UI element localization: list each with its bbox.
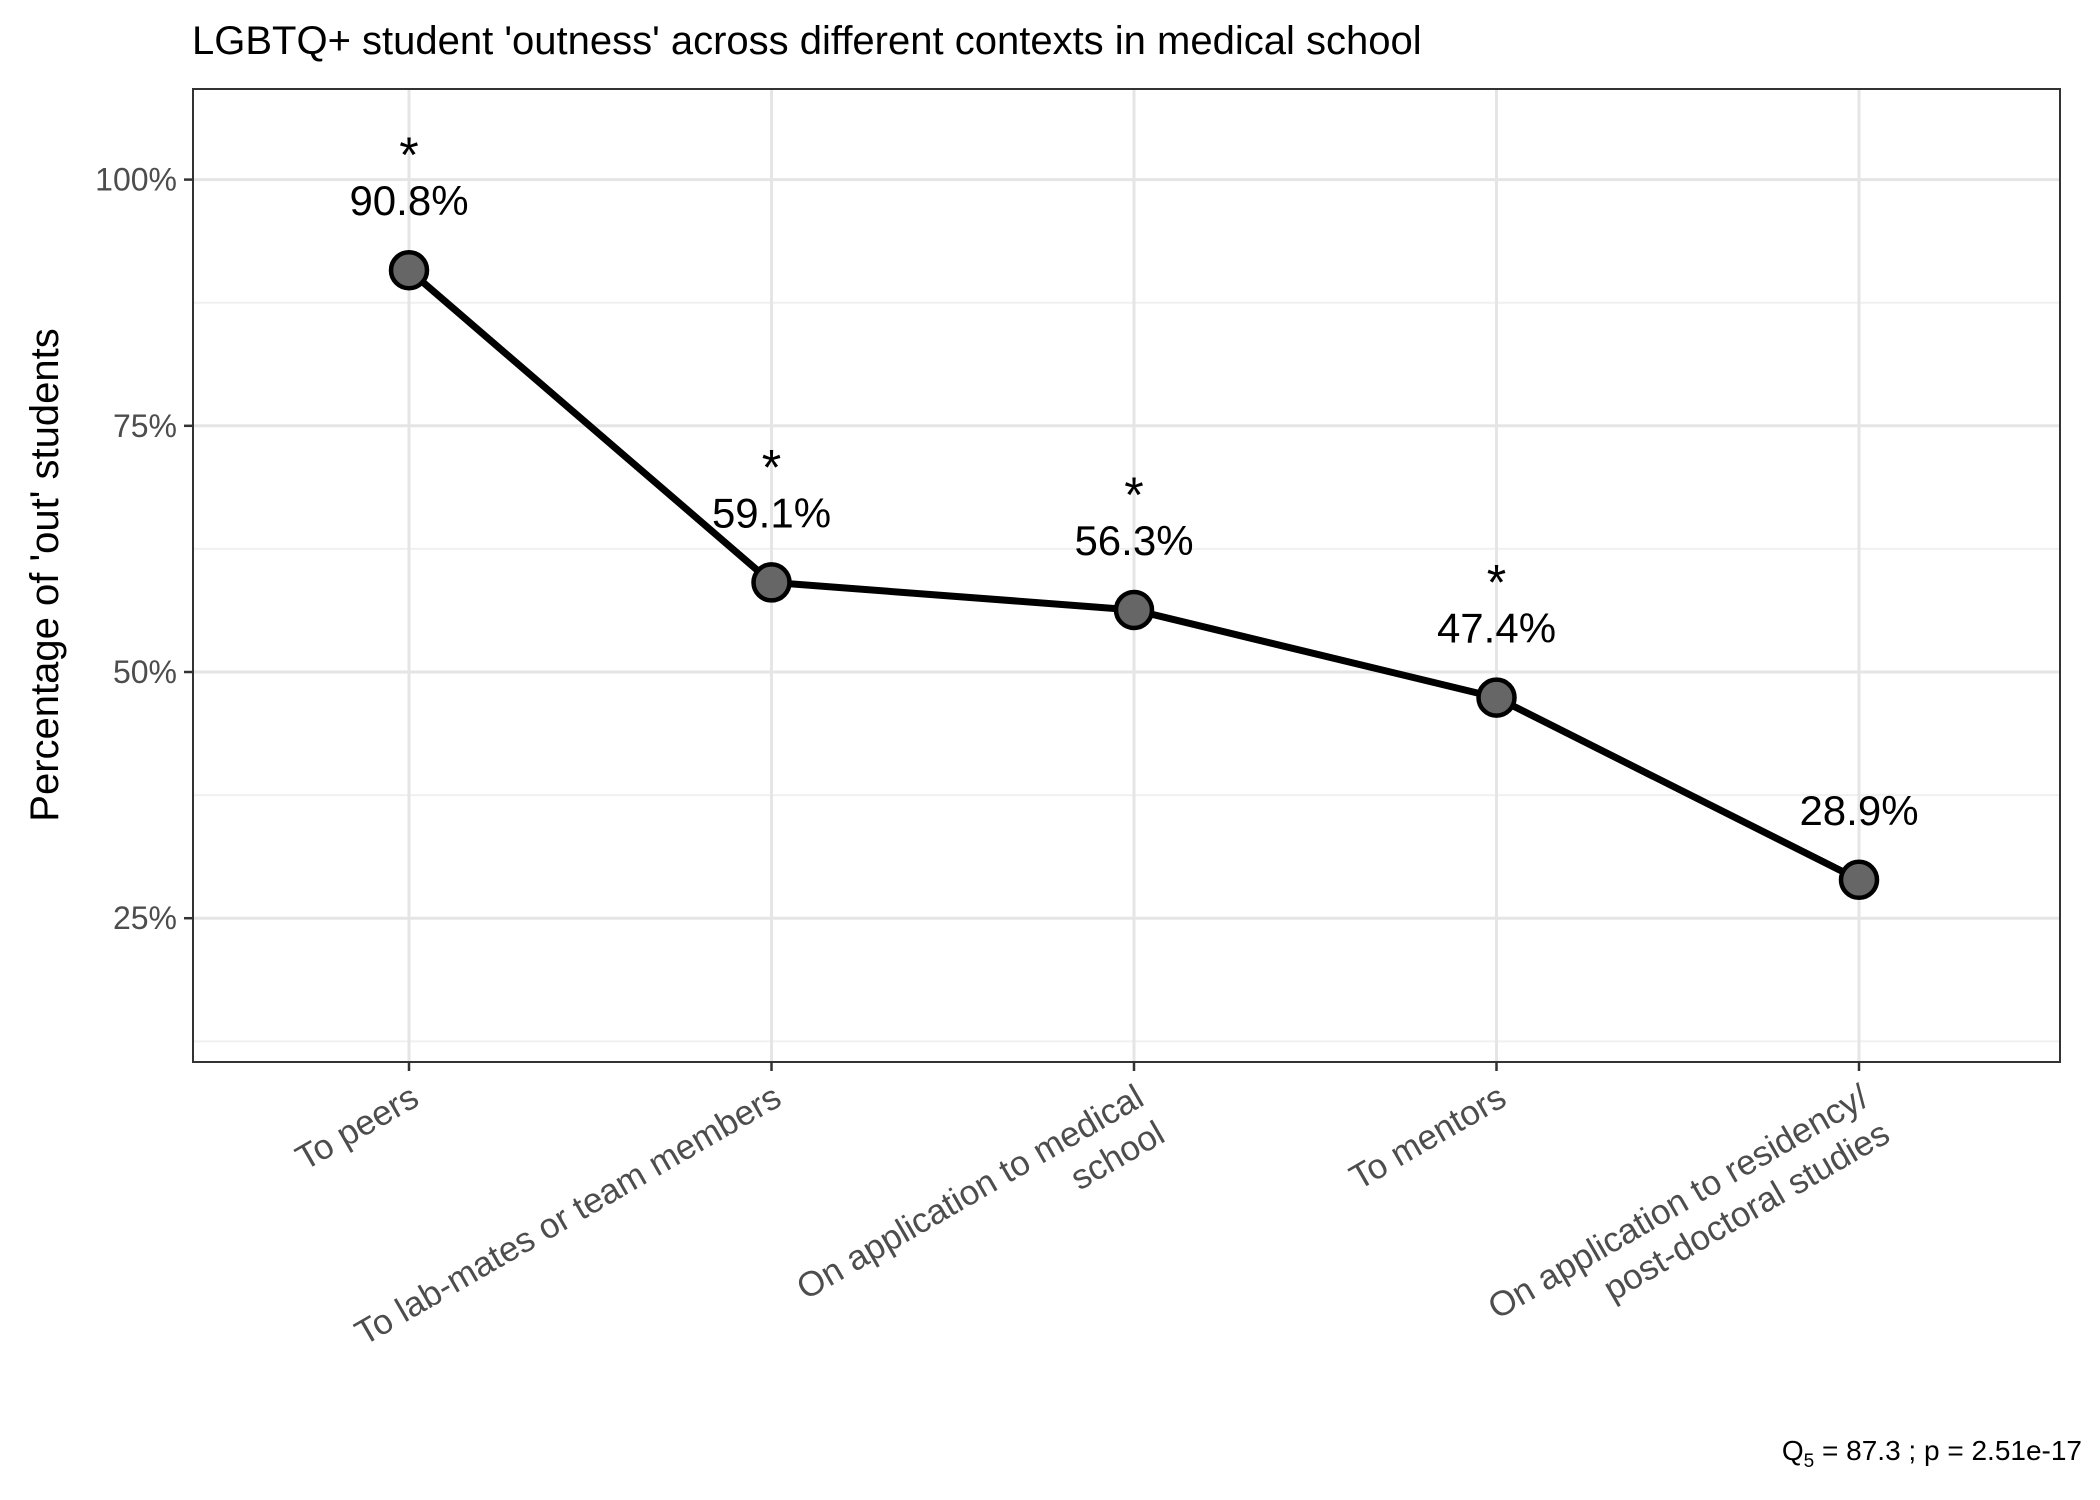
- y-tick-label: 75%: [113, 408, 177, 444]
- data-point: [1476, 677, 1517, 718]
- significance-star: *: [762, 439, 781, 495]
- y-tick-label: 25%: [113, 900, 177, 936]
- chart-title: LGBTQ+ student 'outness' across differen…: [192, 19, 1422, 63]
- data-label: 59.1%: [712, 489, 831, 536]
- significance-star: *: [1124, 467, 1143, 523]
- plot-panel: [192, 88, 2061, 1063]
- data-label: 90.8%: [349, 177, 468, 224]
- data-point: [751, 562, 792, 603]
- data-point: [1838, 859, 1880, 901]
- y-axis-label: Percentage of 'out' students: [23, 328, 67, 821]
- y-tick-label: 100%: [95, 162, 177, 198]
- data-point: [388, 249, 430, 291]
- y-tick-label: 50%: [113, 654, 177, 690]
- stat-symbol: Q: [1782, 1435, 1804, 1466]
- significance-star: *: [399, 127, 418, 183]
- data-point: [1113, 589, 1155, 631]
- stat-subscript: 5: [1804, 1451, 1815, 1472]
- stat-annotation: Q5 = 87.3 ; p = 2.51e-17: [1782, 1435, 2082, 1472]
- series: [388, 249, 1880, 901]
- stat-values: = 87.3 ; p = 2.51e-17: [1814, 1435, 2082, 1466]
- data-label: 28.9%: [1799, 787, 1918, 834]
- data-labels: 90.8%*59.1%*56.3%*47.4%*28.9%: [349, 127, 1918, 834]
- data-label: 47.4%: [1437, 605, 1556, 652]
- significance-star: *: [1487, 555, 1506, 611]
- data-label: 56.3%: [1074, 517, 1193, 564]
